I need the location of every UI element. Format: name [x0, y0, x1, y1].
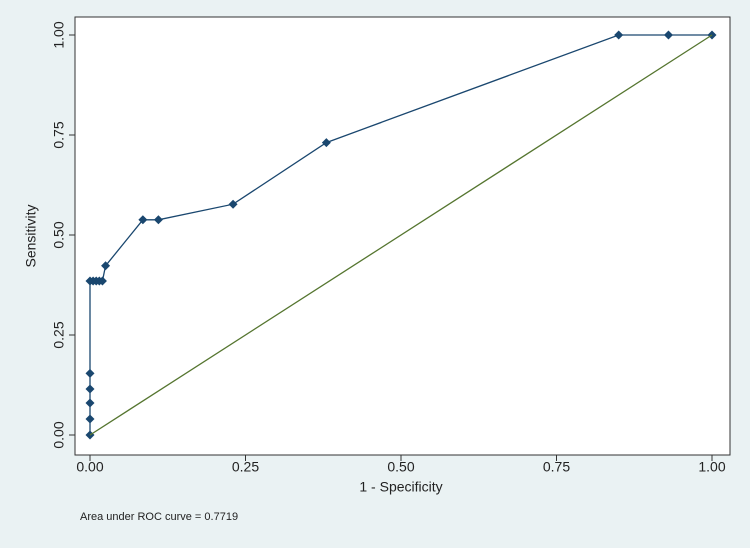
y-tick-label: 0.25 [51, 321, 67, 348]
point [138, 215, 148, 225]
y-tick-label: 1.00 [51, 21, 67, 48]
plot-area [74, 16, 731, 456]
y-tick-label: 0.50 [51, 221, 67, 248]
x-axis-title: 1 - Specificity [359, 479, 442, 495]
series-line [89, 34, 713, 436]
y-tick-label: 0.00 [51, 421, 67, 448]
point [85, 414, 95, 424]
x-tick-label: 0.00 [76, 459, 103, 475]
point [614, 30, 624, 40]
point [153, 215, 163, 225]
point [101, 261, 111, 271]
y-tick-label: 0.75 [51, 121, 67, 148]
point [97, 276, 107, 286]
y-axis-title: Sensitivity [23, 204, 39, 267]
point [663, 30, 673, 40]
x-tick-label: 0.25 [232, 459, 259, 475]
point [85, 368, 95, 378]
point [85, 398, 95, 408]
note: Area under ROC curve = 0.7719 [80, 511, 238, 523]
point [321, 138, 331, 148]
x-tick-label: 1.00 [698, 459, 725, 475]
x-tick-label: 0.75 [543, 459, 570, 475]
x-tick-label: 0.50 [387, 459, 414, 475]
point [228, 199, 238, 209]
point [85, 384, 95, 394]
